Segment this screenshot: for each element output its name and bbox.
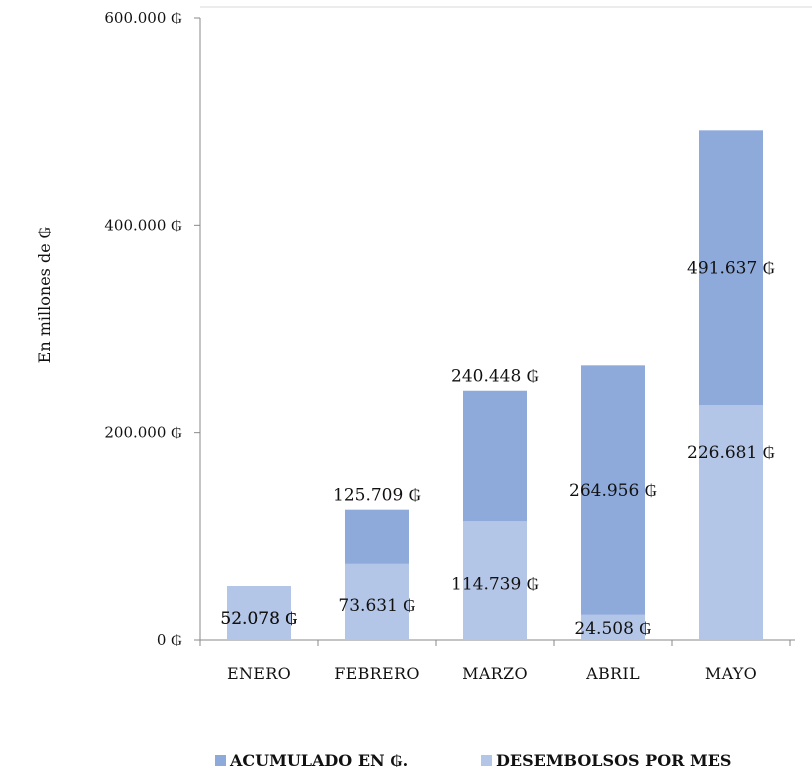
x-category-label: MARZO — [462, 664, 528, 683]
data-label-acumulado: 125.709 ₲ — [333, 486, 421, 506]
data-label-desembolsos: 52.078 ₲ — [220, 609, 297, 629]
data-label-acumulado: 240.448 ₲ — [451, 367, 539, 387]
bar-acumulado — [581, 365, 645, 640]
y-tick-label: 600.000 ₲ — [104, 9, 182, 27]
legend-swatch — [481, 755, 492, 766]
y-tick-label: 0 ₲ — [157, 631, 182, 649]
data-label-acumulado: 52.078 ₲ — [220, 609, 297, 629]
bar-desembolsos — [227, 586, 291, 640]
legend-label: DESEMBOLSOS POR MES — [496, 751, 731, 770]
x-category-label: ENERO — [227, 664, 291, 683]
data-label-desembolsos: 73.631 ₲ — [338, 596, 415, 616]
data-label-desembolsos: 226.681 ₲ — [687, 443, 775, 463]
x-category-label: MAYO — [705, 664, 757, 683]
bar-desembolsos — [699, 405, 763, 640]
data-label-desembolsos: 114.739 ₲ — [451, 575, 539, 595]
legend-swatch — [215, 755, 226, 766]
x-category-label: FEBRERO — [334, 664, 420, 683]
data-label-desembolsos: 24.508 ₲ — [574, 619, 651, 639]
data-label-acumulado: 264.956 ₲ — [569, 481, 657, 501]
y-axis-title: En millones de ₲ — [35, 226, 54, 363]
bar-desembolsos — [345, 563, 409, 640]
legend-label: ACUMULADO EN ₲. — [229, 751, 408, 770]
plot-area: 0 ₲ 200.000 ₲ 400.000 ₲ 600.000 ₲ ENERO 52.07… — [104, 9, 795, 683]
y-tick-label: 200.000 ₲ — [104, 424, 182, 442]
y-tick-label: 400.000 ₲ — [104, 216, 182, 234]
legend: ACUMULADO EN ₲. DESEMBOLSOS POR MES — [215, 751, 731, 770]
bar-desembolsos — [463, 521, 527, 640]
bar-desembolsos — [581, 614, 645, 640]
data-label-acumulado: 491.637 ₲ — [687, 259, 775, 279]
x-category-label: ABRIL — [585, 664, 640, 683]
